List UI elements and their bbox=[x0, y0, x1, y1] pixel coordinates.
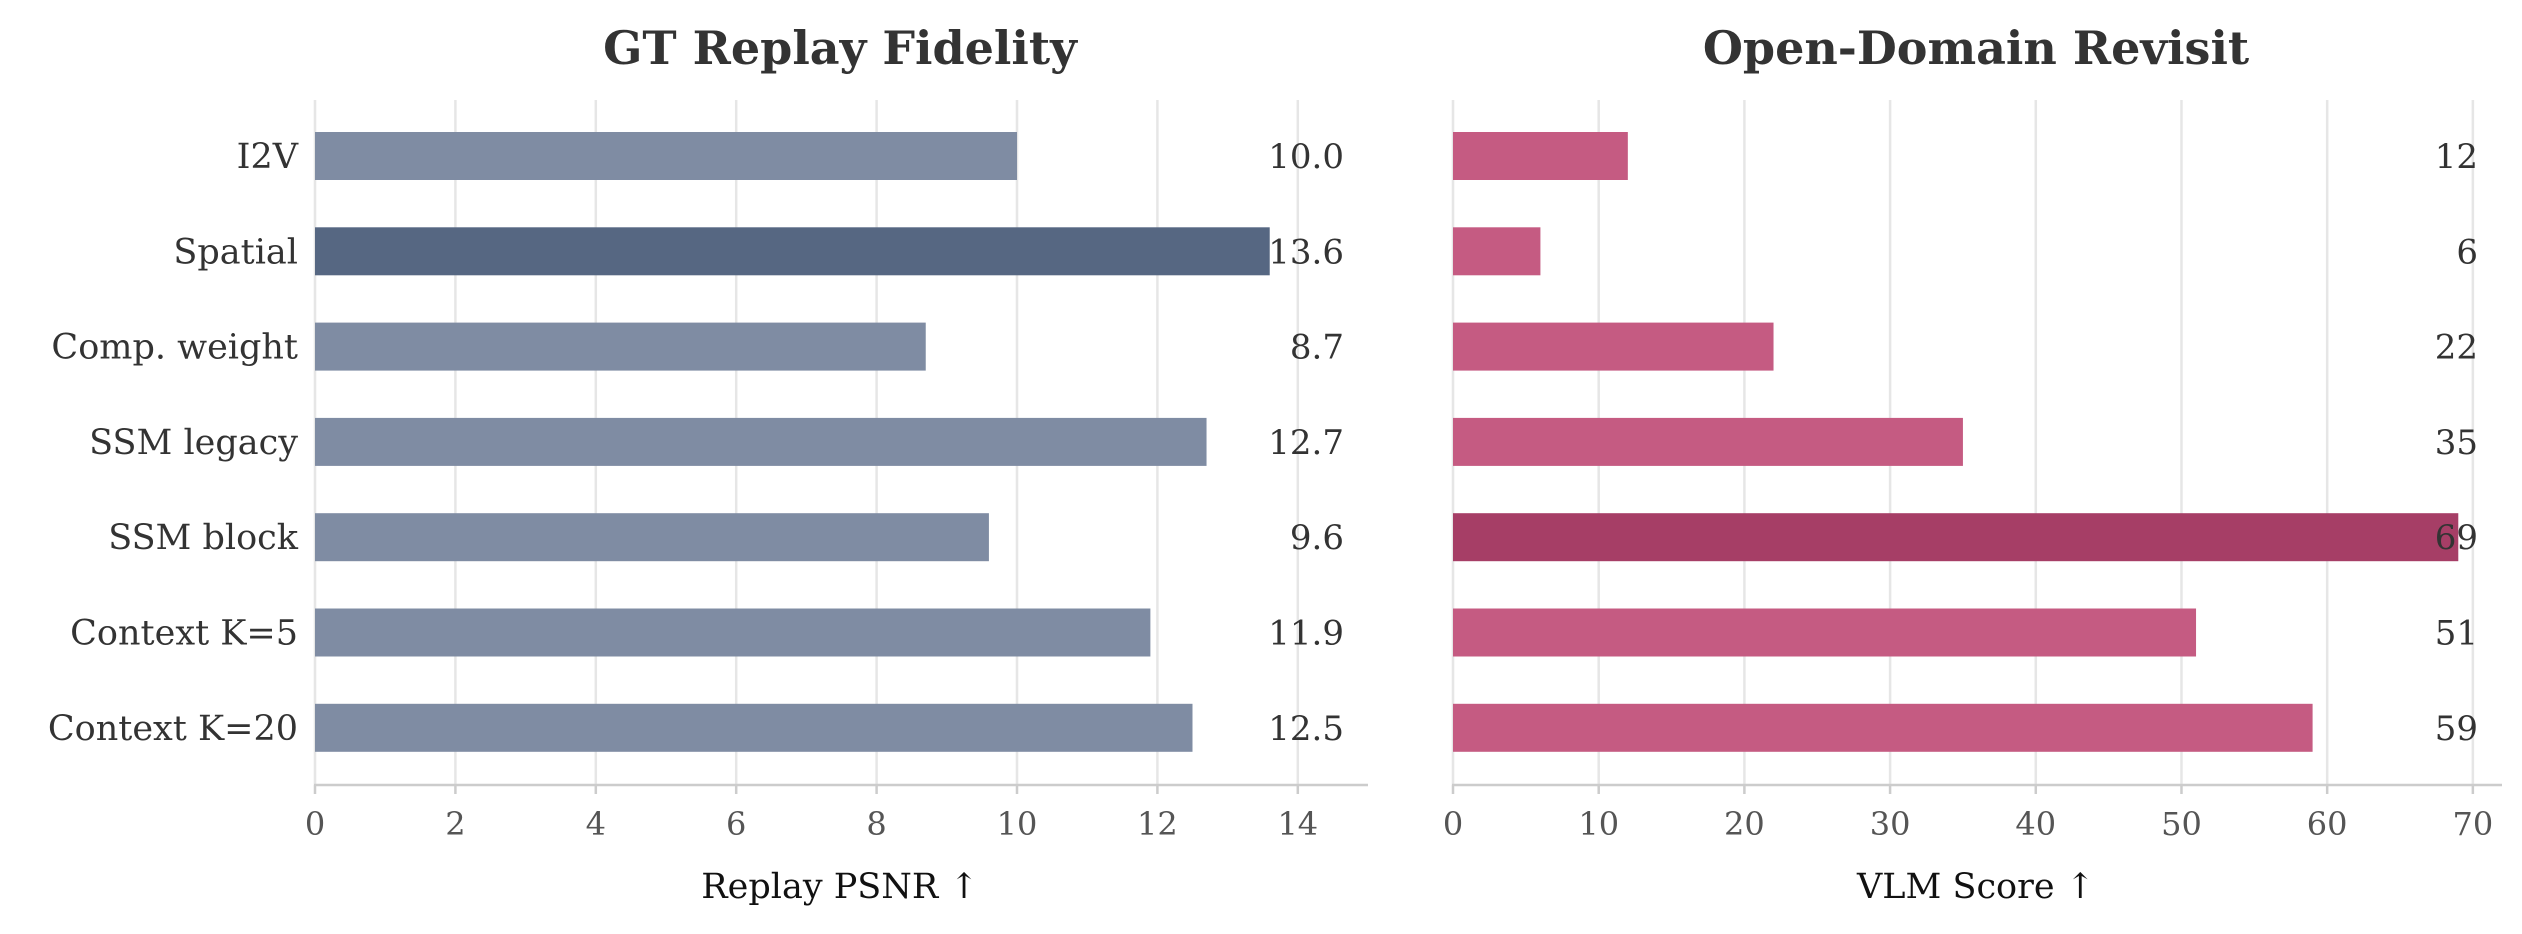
left-tick-label: 8 bbox=[866, 805, 886, 843]
right-value-label: 22 bbox=[2435, 328, 2478, 368]
left-category-label: Comp. weight bbox=[51, 328, 298, 368]
right-bar bbox=[1453, 703, 2313, 752]
left-value-label: 9.6 bbox=[1290, 518, 1344, 558]
right-bar bbox=[1453, 608, 2197, 657]
right-tick-label: 10 bbox=[1578, 805, 1619, 843]
left-bar bbox=[315, 703, 1193, 752]
left-value-label: 8.7 bbox=[1290, 328, 1344, 368]
right-bar bbox=[1453, 417, 1963, 466]
left-bar bbox=[315, 513, 989, 562]
right-bar bbox=[1453, 513, 2459, 562]
left-tick-label: 10 bbox=[997, 805, 1038, 843]
left-tick-label: 12 bbox=[1137, 805, 1178, 843]
right-value-label: 6 bbox=[2456, 232, 2478, 272]
left-tick-label: 2 bbox=[445, 805, 465, 843]
left-category-label: Context K=5 bbox=[70, 614, 298, 654]
left-value-label: 11.9 bbox=[1268, 614, 1344, 654]
right-value-label: 69 bbox=[2435, 518, 2478, 558]
right-bar bbox=[1453, 322, 1774, 371]
left-tick-label: 14 bbox=[1277, 805, 1318, 843]
right-tick-label: 70 bbox=[2453, 805, 2494, 843]
right-tick-label: 50 bbox=[2161, 805, 2202, 843]
right-value-label: 51 bbox=[2435, 614, 2478, 654]
right-bar bbox=[1453, 227, 1541, 276]
left-bar bbox=[315, 227, 1270, 276]
left-value-label: 12.7 bbox=[1268, 423, 1344, 463]
right-value-label: 59 bbox=[2435, 709, 2478, 749]
left-x-axis-label: Replay PSNR ↑ bbox=[701, 867, 978, 907]
left-bar bbox=[315, 417, 1207, 466]
right-tick-label: 30 bbox=[1870, 805, 1911, 843]
left-category-label: I2V bbox=[237, 137, 299, 177]
left-bar bbox=[315, 322, 926, 371]
panel-open-domain-revisit: Open-Domain Revisit VLM Score ↑ 12 6 22 35 6… bbox=[1443, 21, 2502, 907]
left-chart-title: GT Replay Fidelity bbox=[603, 21, 1078, 75]
left-tick-label: 4 bbox=[586, 805, 606, 843]
right-tick-label: 0 bbox=[1443, 805, 1463, 843]
right-chart-title: Open-Domain Revisit bbox=[1703, 21, 2250, 75]
left-tick-label: 0 bbox=[305, 805, 325, 843]
panel-gt-replay-fidelity: GT Replay Fidelity Replay PSNR ↑ I2V 10.0… bbox=[48, 21, 1368, 907]
left-category-label: SSM legacy bbox=[89, 423, 298, 463]
right-bar bbox=[1453, 132, 1628, 180]
left-tick-label: 6 bbox=[726, 805, 746, 843]
left-category-label: Spatial bbox=[173, 232, 298, 272]
right-tick-label: 40 bbox=[2015, 805, 2056, 843]
right-tick-label: 20 bbox=[1724, 805, 1765, 843]
right-value-label: 35 bbox=[2435, 423, 2478, 463]
left-value-label: 10.0 bbox=[1268, 137, 1344, 177]
left-category-label: SSM block bbox=[108, 518, 299, 558]
right-x-axis-label: VLM Score ↑ bbox=[1856, 867, 2095, 907]
right-value-label: 12 bbox=[2435, 137, 2478, 177]
left-bar bbox=[315, 608, 1151, 657]
left-value-label: 13.6 bbox=[1268, 232, 1344, 272]
left-value-label: 12.5 bbox=[1268, 709, 1344, 749]
left-bar bbox=[315, 132, 1017, 180]
left-category-label: Context K=20 bbox=[48, 709, 298, 749]
right-tick-label: 60 bbox=[2307, 805, 2348, 843]
